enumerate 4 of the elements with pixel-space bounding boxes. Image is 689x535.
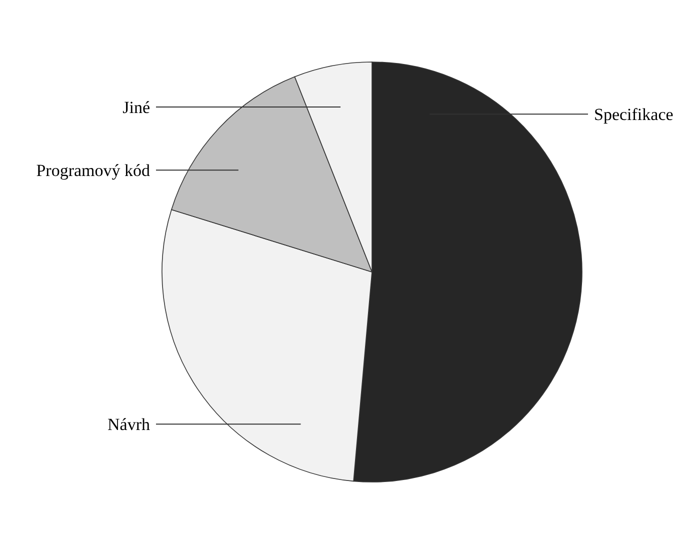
- slice-label: Programový kód: [36, 161, 150, 180]
- slice-label: Jiné: [122, 98, 150, 117]
- slice-label: Návrh: [108, 415, 150, 434]
- slice-label: Specifikace: [594, 105, 674, 124]
